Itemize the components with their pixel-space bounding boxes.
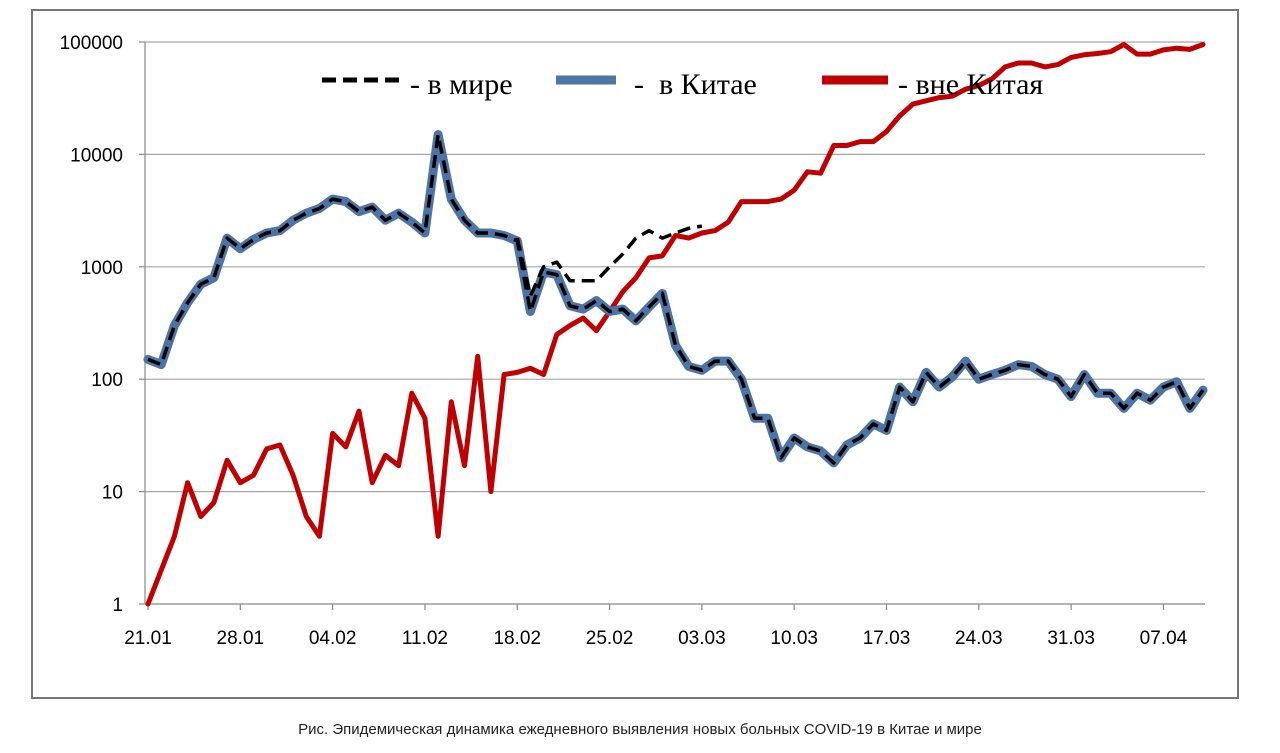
- legend-label-china: - в Китае: [634, 68, 757, 101]
- x-tick-label: 24.03: [955, 628, 1003, 649]
- figure-caption: Рис. Эпидемическая динамика ежедневного …: [298, 721, 982, 738]
- x-axis: 21.01 28.01 04.02 11.02 18.02 25.02 03.03 10.03…: [124, 603, 1205, 649]
- legend-label-world: - в мире: [410, 68, 513, 101]
- y-tick-label: 10000: [70, 145, 123, 166]
- x-tick-label: 03.03: [678, 628, 726, 649]
- y-tick-label: 1000: [81, 258, 123, 279]
- legend: - в мире - в Китае - вне Китая: [322, 68, 1043, 101]
- chart-frame: [31, 9, 1239, 699]
- x-tick-label: 21.01: [124, 628, 172, 649]
- x-tick-label: 07.04: [1140, 628, 1188, 649]
- x-tick-label: 31.03: [1047, 628, 1095, 649]
- y-tick-label: 1: [112, 595, 123, 616]
- series-line-outside-china: [145, 42, 1206, 607]
- y-tick-label: 10: [102, 483, 123, 504]
- y-tick-label: 100: [91, 370, 123, 391]
- y-axis: 1 10 100 1000 10000 100000: [60, 33, 146, 616]
- x-tick-label: 10.03: [770, 628, 818, 649]
- x-tick-label: 25.02: [586, 628, 634, 649]
- x-tick-label: 17.03: [863, 628, 911, 649]
- x-tick-label: 11.02: [402, 628, 448, 649]
- gridlines: [145, 41, 1205, 493]
- x-tick-label: 28.01: [217, 628, 265, 649]
- series-layer: [143, 42, 1208, 607]
- series-line-world: [515, 224, 703, 298]
- y-tick-label: 100000: [60, 33, 123, 54]
- x-tick-label: 04.02: [309, 628, 357, 649]
- legend-label-outside-china: - вне Китая: [898, 68, 1043, 101]
- series-line-world-overlay-china: [147, 132, 1205, 465]
- x-tick-label: 18.02: [493, 628, 541, 649]
